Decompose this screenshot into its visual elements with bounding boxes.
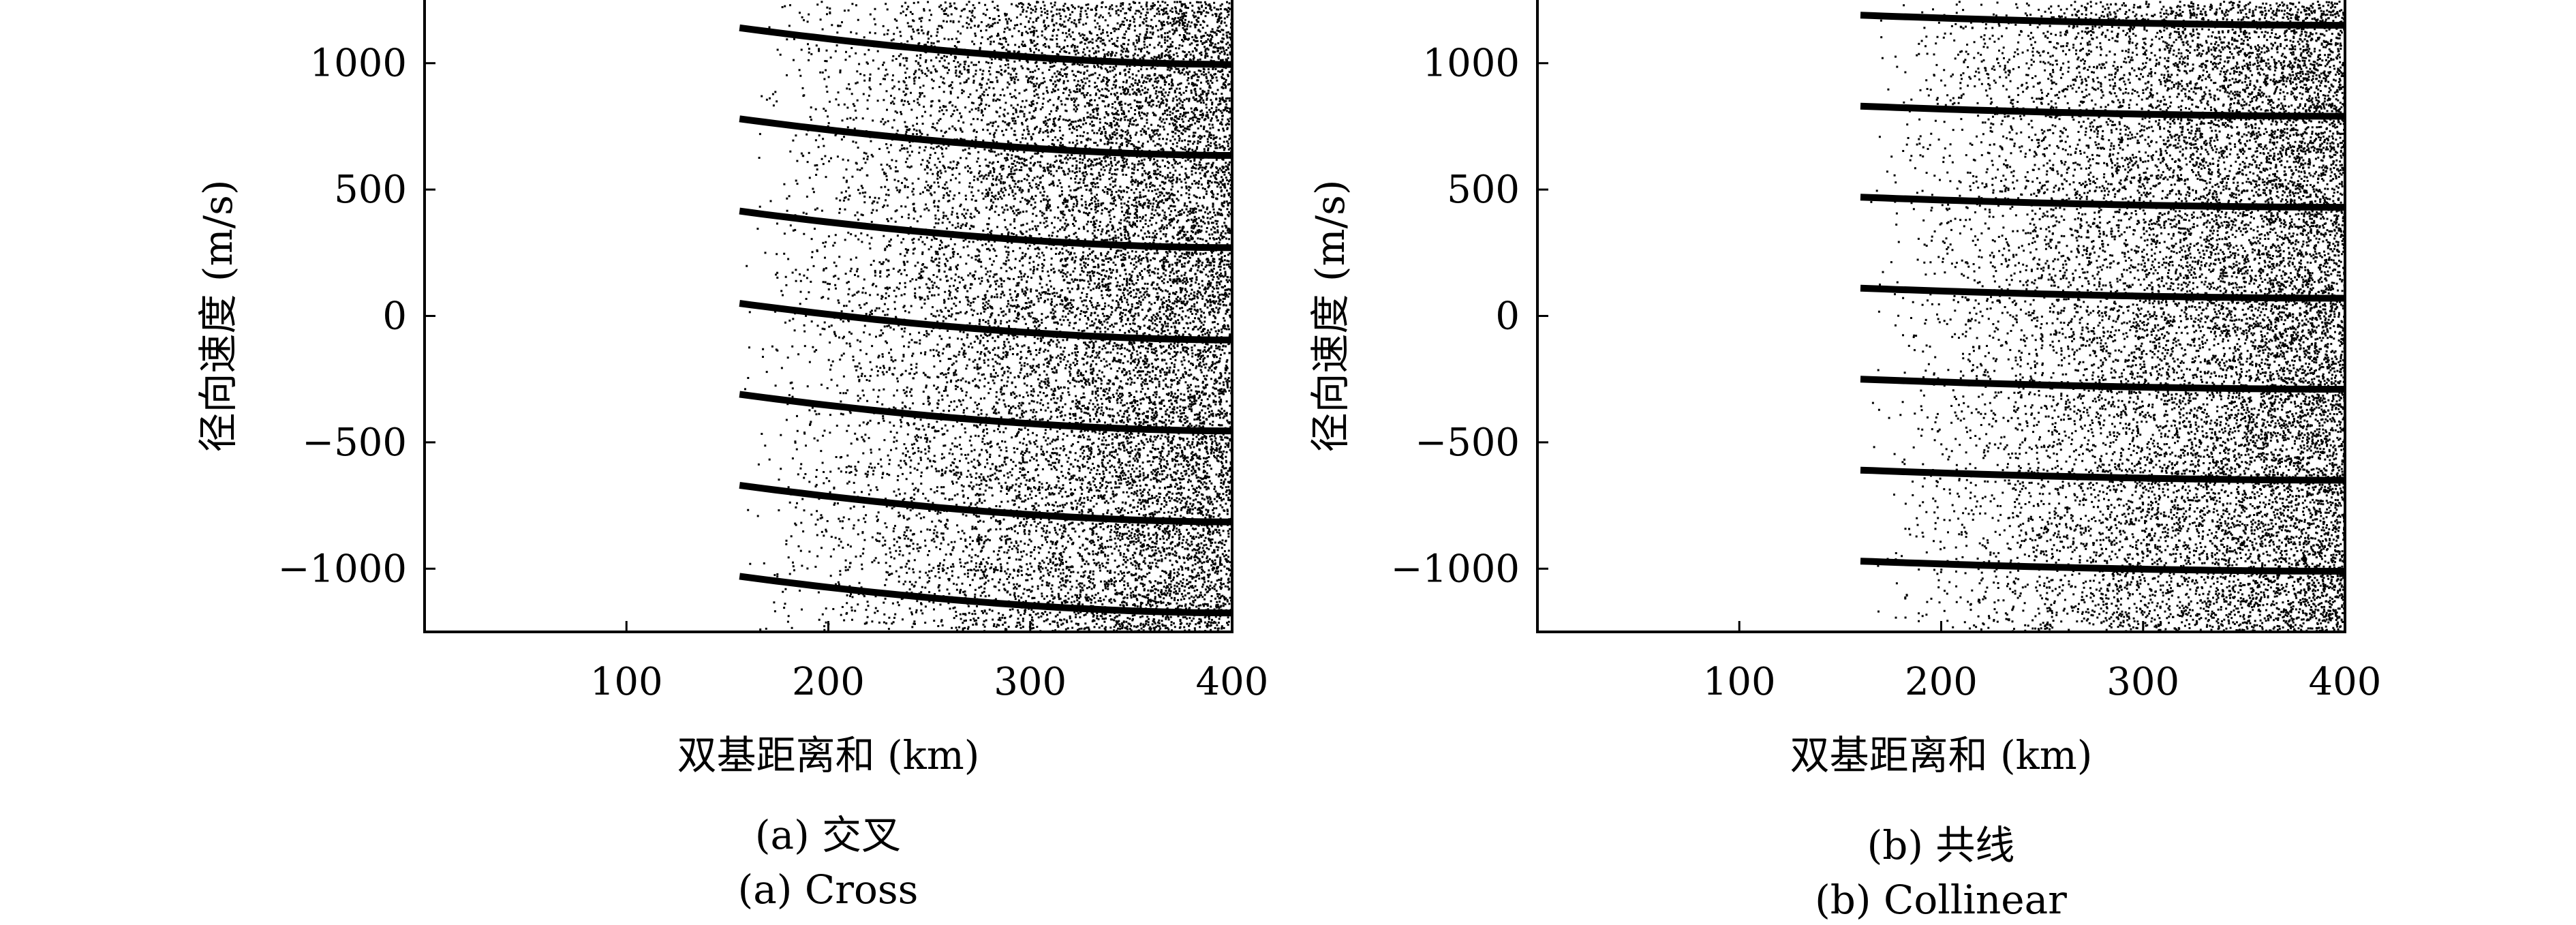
caption-en-cross: (a) Cross	[738, 866, 919, 913]
ridge-line	[1860, 466, 2345, 484]
x-axis-title-collinear: 双基距离和 (km)	[1790, 732, 2093, 778]
ridge-lines-cross	[739, 24, 1233, 617]
x-tick-label: 400	[1196, 660, 1269, 704]
scatter-point-cloud	[1871, 1, 2346, 633]
y-ticks-collinear: 1000 500 0 −500 −1000	[1391, 42, 1548, 591]
ridge-line	[739, 207, 1233, 252]
scatter-point-cloud	[1886, 1, 2346, 633]
x-ticks-cross: 100 200 300 400	[590, 621, 1269, 704]
panel-collinear: 100 200 300 400 1000 500 0 −500 −1000 双基距离和 (km…	[1307, 0, 2381, 923]
ridge-line	[739, 24, 1233, 68]
ridge-line	[739, 115, 1232, 159]
ridge-line	[739, 573, 1233, 617]
ridge-line	[1860, 558, 2345, 575]
ridge-line	[1860, 284, 2345, 302]
y-tick-label: 500	[1447, 168, 1520, 212]
y-ticks-cross: 1000 500 0 −500 −1000	[278, 42, 435, 591]
x-tick-label: 100	[1703, 660, 1776, 704]
x-ticks-collinear: 100 200 300 400	[1703, 621, 2382, 704]
x-tick-label: 200	[1905, 660, 1978, 704]
x-tick-label: 200	[792, 660, 865, 704]
x-axis-title-cross: 双基距离和 (km)	[677, 732, 980, 778]
scatter-point-cloud	[761, 1, 1233, 633]
y-tick-label: −500	[1415, 421, 1520, 465]
caption-en-collinear: (b) Collinear	[1815, 877, 2067, 923]
ridge-line	[739, 391, 1233, 435]
ridge-line	[739, 481, 1233, 526]
y-axis-title-cross: 径向速度 (m/s)	[195, 180, 241, 453]
y-tick-label: −1000	[1391, 547, 1520, 591]
ridge-line	[739, 300, 1232, 344]
x-tick-label: 100	[590, 660, 663, 704]
caption-zh-collinear: (b) 共线	[1867, 822, 2015, 868]
y-axis-title-collinear: 径向速度 (m/s)	[1307, 180, 1353, 453]
ridge-line	[1860, 376, 2345, 393]
y-tick-label: 500	[334, 168, 407, 212]
x-tick-label: 300	[994, 660, 1067, 704]
y-tick-label: −500	[302, 421, 407, 465]
ridge-lines-collinear	[1860, 12, 2346, 575]
ridge-line	[1860, 194, 2346, 211]
scatter-points-collinear	[1870, 1, 2346, 633]
scatter-points-cross	[744, 1, 1233, 633]
scatter-point-cloud	[1877, 1, 2346, 633]
caption-zh-cross: (a) 交叉	[755, 812, 901, 858]
ridge-line	[1860, 102, 2346, 120]
scatter-point-cloud	[768, 1, 1233, 633]
y-tick-label: 1000	[309, 42, 407, 86]
ridge-line	[1860, 12, 2345, 29]
y-tick-label: 0	[382, 294, 407, 339]
x-tick-label: 400	[2309, 660, 2382, 704]
x-tick-label: 300	[2106, 660, 2179, 704]
y-tick-label: 1000	[1422, 42, 1520, 86]
y-tick-label: 0	[1495, 294, 1520, 339]
y-tick-label: −1000	[278, 547, 407, 591]
